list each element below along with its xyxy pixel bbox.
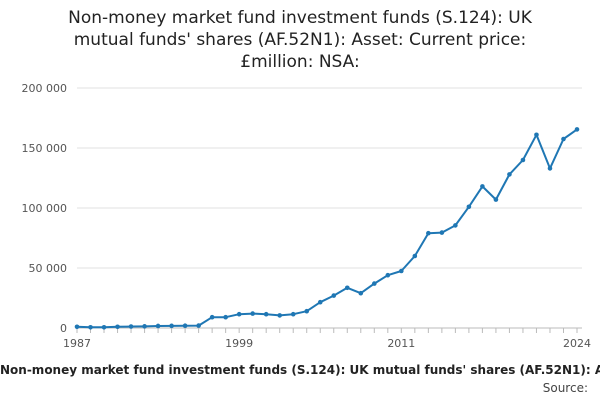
data-point xyxy=(101,324,107,330)
data-point xyxy=(547,166,553,171)
chart-title: Non-money market fund investment funds (… xyxy=(20,7,580,73)
data-point xyxy=(574,127,580,132)
data-point xyxy=(493,197,499,202)
data-point xyxy=(399,268,404,274)
data-point xyxy=(344,285,350,291)
data-point xyxy=(466,204,472,210)
data-point xyxy=(115,324,120,330)
data-point xyxy=(250,311,255,316)
data-series xyxy=(74,127,580,330)
chart-title-line-2: mutual funds' shares (AF.52N1): Asset: C… xyxy=(73,30,527,50)
data-point xyxy=(304,308,310,314)
data-point xyxy=(385,272,391,278)
chart-title-line-3: £million: NSA: xyxy=(240,52,360,72)
data-point xyxy=(534,132,539,138)
data-point xyxy=(439,230,445,235)
bottom-chart-title: Non-money market fund investment funds (… xyxy=(0,363,600,377)
series-line xyxy=(76,128,578,329)
data-point xyxy=(480,184,485,189)
data-point xyxy=(155,323,161,329)
data-point xyxy=(371,281,377,286)
source-label: Source: xyxy=(542,381,588,395)
y-tick-label: 0 xyxy=(60,322,67,335)
data-point xyxy=(453,223,458,228)
data-point xyxy=(209,314,215,320)
data-point xyxy=(412,253,418,259)
data-point xyxy=(290,311,296,317)
data-point xyxy=(236,311,242,317)
x-tick-label: 2024 xyxy=(563,337,591,350)
data-point xyxy=(358,290,364,296)
data-point xyxy=(142,324,147,329)
data-point xyxy=(88,324,93,330)
data-point xyxy=(317,299,323,305)
chart-title-line-1: Non-money market fund investment funds (… xyxy=(68,8,532,28)
data-point xyxy=(331,293,337,298)
y-tick-label: 200 000 xyxy=(22,82,68,95)
data-point xyxy=(561,136,566,142)
data-point xyxy=(128,324,134,329)
data-point xyxy=(426,230,431,236)
x-tick-label: 1987 xyxy=(63,337,91,350)
y-tick-label: 100 000 xyxy=(22,202,68,215)
data-point xyxy=(507,172,512,177)
data-point xyxy=(223,314,228,320)
data-point xyxy=(182,323,188,329)
data-point xyxy=(520,157,526,163)
y-axis-labels: 0 50 000 100 000 150 000 200 000 xyxy=(22,82,68,335)
data-point xyxy=(169,323,174,329)
x-axis: 1987 1999 2011 2024 xyxy=(63,327,591,350)
gridlines xyxy=(77,87,582,269)
y-tick-label: 50 000 xyxy=(29,262,68,275)
x-tick-label: 2011 xyxy=(387,337,415,350)
data-point xyxy=(74,324,80,330)
y-tick-label: 150 000 xyxy=(22,142,68,155)
x-tick-label: 1999 xyxy=(225,337,253,350)
data-point xyxy=(263,311,269,317)
data-point xyxy=(277,313,283,318)
data-point xyxy=(196,323,201,328)
